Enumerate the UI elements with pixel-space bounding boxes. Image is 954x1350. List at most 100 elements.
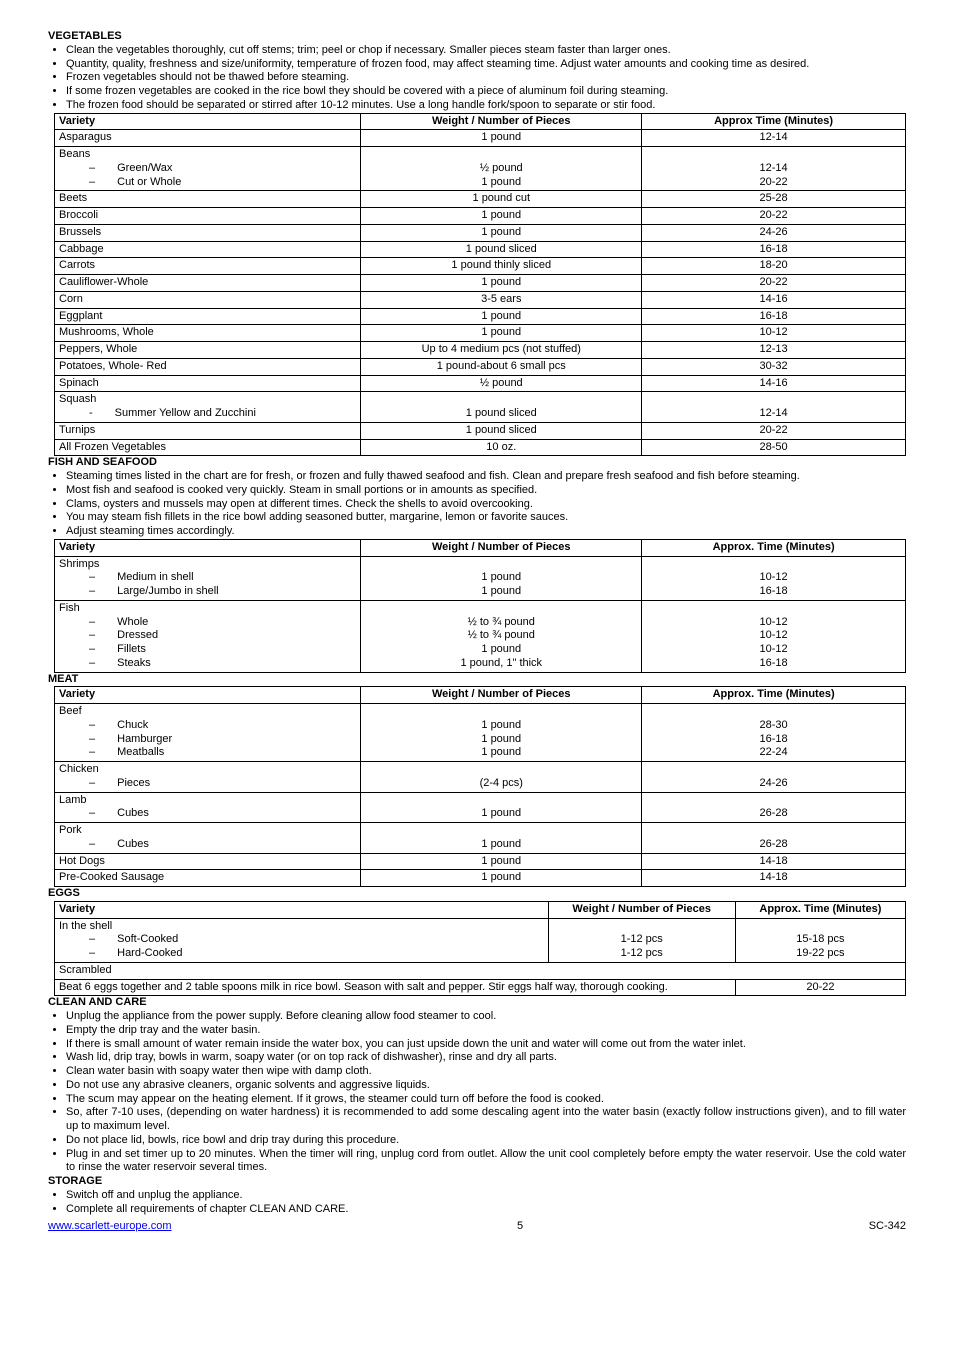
table-cell: ½ pound1 pound [361, 147, 642, 191]
table-cell: 1 pound [361, 224, 642, 241]
veg-bullet: Frozen vegetables should not be thawed b… [66, 71, 906, 85]
table-cell: 1 pound [361, 130, 642, 147]
fish-bullet: Steaming times listed in the chart are f… [66, 470, 906, 484]
eggs-title: EGGS [48, 887, 906, 901]
table-cell: 12-13 [642, 342, 906, 359]
fish-title: FISH AND SEAFOOD [48, 456, 906, 470]
table-cell: 10 oz. [361, 439, 642, 456]
table-cell: 1 pound [361, 853, 642, 870]
table-row: Fish–Whole–Dressed–Fillets–Steaks½ to ¾ … [55, 600, 906, 672]
table-row: Hot Dogs1 pound14-18 [55, 853, 906, 870]
table-row: In the shell–Soft-Cooked–Hard-Cooked1-12… [55, 918, 906, 962]
table-row: Beans–Green/Wax–Cut or Whole½ pound1 pou… [55, 147, 906, 191]
table-cell: 1 pound sliced [361, 422, 642, 439]
table-row: Spinach½ pound14-16 [55, 375, 906, 392]
table-cell: 12-14 [642, 392, 906, 423]
footer-url[interactable]: www.scarlett-europe.com [48, 1220, 172, 1234]
table-cell: 1 pound [361, 792, 642, 823]
table-cell: 1 pound-about 6 small pcs [361, 358, 642, 375]
table-cell: Beans–Green/Wax–Cut or Whole [55, 147, 361, 191]
table-row: Asparagus1 pound12-14 [55, 130, 906, 147]
vegetables-title: VEGETABLES [48, 30, 906, 44]
table-header: Weight / Number of Pieces [548, 901, 735, 918]
table-header: Variety [55, 113, 361, 130]
table-header: Variety [55, 901, 549, 918]
table-cell: Lamb–Cubes [55, 792, 361, 823]
table-cell: 10-1210-1210-1216-18 [642, 600, 906, 672]
table-header: Approx. Time (Minutes) [735, 901, 905, 918]
table-cell: Spinach [55, 375, 361, 392]
table-cell: 1 pound [361, 870, 642, 887]
table-cell: ½ pound [361, 375, 642, 392]
table-row: Cauliflower-Whole1 pound20-22 [55, 275, 906, 292]
vegetables-table: VarietyWeight / Number of PiecesApprox T… [54, 113, 906, 457]
table-header: Weight / Number of Pieces [361, 539, 642, 556]
table-row: Scrambled [55, 962, 906, 979]
table-cell: 30-32 [642, 358, 906, 375]
table-cell: 1 pound1 pound1 pound [361, 704, 642, 762]
table-row: Lamb–Cubes1 pound26-28 [55, 792, 906, 823]
veg-bullet: The frozen food should be separated or s… [66, 99, 906, 113]
table-cell: 10-1216-18 [642, 556, 906, 600]
table-cell: Broccoli [55, 208, 361, 225]
table-cell: 1 pound [361, 308, 642, 325]
table-cell: Shrimps–Medium in shell–Large/Jumbo in s… [55, 556, 361, 600]
table-cell: 1 pound1 pound [361, 556, 642, 600]
table-header: Weight / Number of Pieces [361, 113, 642, 130]
table-cell: 20-22 [735, 979, 905, 996]
table-header: Approx Time (Minutes) [642, 113, 906, 130]
veg-bullet: If some frozen vegetables are cooked in … [66, 85, 906, 99]
fish-bullet: Clams, oysters and mussels may open at d… [66, 498, 906, 512]
storage-bullet: Complete all requirements of chapter CLE… [66, 1203, 906, 1217]
clean-bullet: Wash lid, drip tray, bowls in warm, soap… [66, 1051, 906, 1065]
table-cell: 24-26 [642, 762, 906, 793]
table-cell: 14-16 [642, 375, 906, 392]
storage-title: STORAGE [48, 1175, 906, 1189]
table-cell: Peppers, Whole [55, 342, 361, 359]
table-row: Pre-Cooked Sausage1 pound14-18 [55, 870, 906, 887]
clean-bullet: So, after 7-10 uses, (depending on water… [66, 1106, 906, 1134]
table-cell: 14-18 [642, 870, 906, 887]
table-cell: 20-22 [642, 422, 906, 439]
table-cell: Turnips [55, 422, 361, 439]
table-cell: Cauliflower-Whole [55, 275, 361, 292]
table-cell: 16-18 [642, 241, 906, 258]
table-cell: Eggplant [55, 308, 361, 325]
clean-bullet: Do not place lid, bowls, rice bowl and d… [66, 1134, 906, 1148]
fish-bullet: Most fish and seafood is cooked very qui… [66, 484, 906, 498]
clean-bullet: Plug in and set timer up to 20 minutes. … [66, 1148, 906, 1176]
table-cell: 3-5 ears [361, 291, 642, 308]
table-cell: Scrambled [55, 962, 906, 979]
table-row: All Frozen Vegetables10 oz.28-50 [55, 439, 906, 456]
table-cell: 24-26 [642, 224, 906, 241]
table-cell: 20-22 [642, 275, 906, 292]
table-cell: (2-4 pcs) [361, 762, 642, 793]
table-cell: ½ to ¾ pound½ to ¾ pound1 pound1 pound, … [361, 600, 642, 672]
table-row: Shrimps–Medium in shell–Large/Jumbo in s… [55, 556, 906, 600]
table-row: Mushrooms, Whole1 pound10-12 [55, 325, 906, 342]
table-cell: 1 pound [361, 823, 642, 854]
table-cell: Pre-Cooked Sausage [55, 870, 361, 887]
fish-table: VarietyWeight / Number of PiecesApprox. … [54, 539, 906, 673]
table-row: Potatoes, Whole- Red1 pound-about 6 smal… [55, 358, 906, 375]
table-cell: Beets [55, 191, 361, 208]
table-cell: 12-14 [642, 130, 906, 147]
table-row: Squash-Summer Yellow and Zucchini1 pound… [55, 392, 906, 423]
table-cell: Mushrooms, Whole [55, 325, 361, 342]
table-cell: 20-22 [642, 208, 906, 225]
table-cell: Squash-Summer Yellow and Zucchini [55, 392, 361, 423]
footer-model: SC-342 [869, 1220, 906, 1234]
table-row: Pork–Cubes1 pound26-28 [55, 823, 906, 854]
table-header: Variety [55, 687, 361, 704]
table-cell: 1 pound sliced [361, 241, 642, 258]
table-row: Eggplant1 pound16-18 [55, 308, 906, 325]
table-row: Carrots1 pound thinly sliced18-20 [55, 258, 906, 275]
fish-bullets: Steaming times listed in the chart are f… [48, 470, 906, 539]
table-cell: 1-12 pcs1-12 pcs [548, 918, 735, 962]
table-cell: Brussels [55, 224, 361, 241]
table-cell: Carrots [55, 258, 361, 275]
table-cell: Corn [55, 291, 361, 308]
table-header: Weight / Number of Pieces [361, 687, 642, 704]
page-footer: www.scarlett-europe.com 5 SC-342 [48, 1220, 906, 1234]
clean-bullet: Empty the drip tray and the water basin. [66, 1024, 906, 1038]
